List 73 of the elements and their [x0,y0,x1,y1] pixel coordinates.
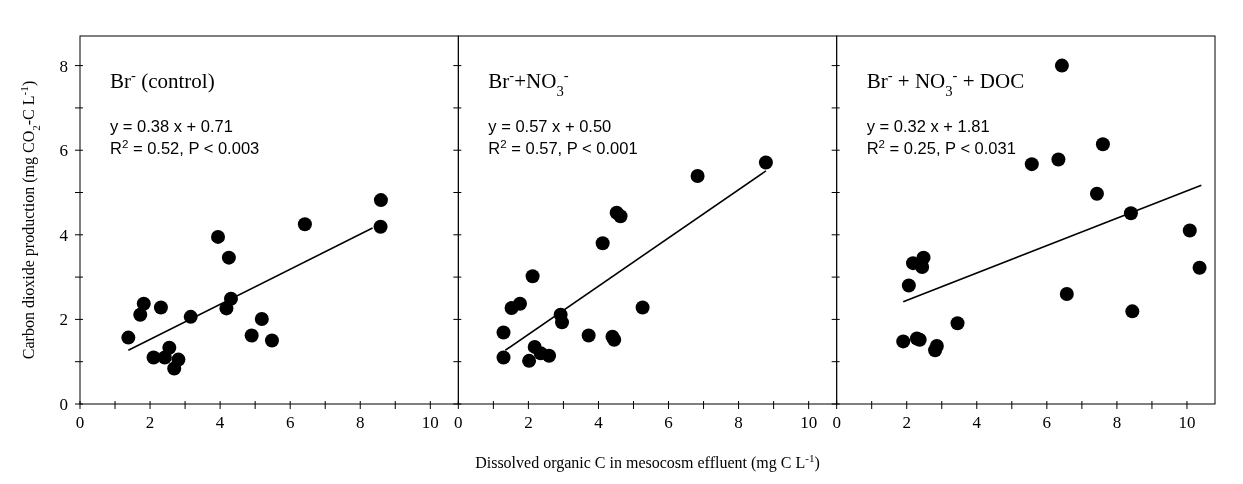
y-tick-label: 4 [59,225,69,245]
annotation: R$^{2}$ = 0.25, P < 0.031 [866,138,1016,157]
x-tick-label: 8 [1112,413,1122,432]
point [1125,304,1140,319]
annotation: y = 0.38 x + 0.71 [110,117,233,135]
point [373,193,388,208]
point [595,236,610,251]
point [211,229,226,244]
point [690,169,705,184]
point [133,307,148,322]
point [512,296,527,311]
x-tick-label: 4 [215,413,225,432]
annotation: y = 0.32 x + 1.81 [866,117,990,135]
x-tick-label: 8 [734,413,743,432]
point [264,333,279,348]
point [221,250,236,265]
y-tick-label: 6 [59,141,68,161]
x-tick-label: 10 [421,413,439,432]
point [1182,223,1197,238]
point [373,219,388,234]
point [1051,152,1066,167]
point [542,348,557,363]
point [136,296,151,311]
point [121,330,136,345]
point [254,311,269,326]
x-tick-label: 2 [902,413,911,432]
point [635,300,650,315]
point [901,278,916,293]
y-tick-label: 0 [59,395,68,414]
x-tick-label: 0 [454,413,463,432]
x-tick-label: 2 [524,413,533,432]
x-tick-label: 2 [145,413,155,432]
x-tick-label: 0 [75,413,85,432]
x-tick-label: 10 [800,413,818,432]
point [297,217,312,232]
point [1095,137,1110,152]
x-tick-label: 8 [356,413,365,432]
y-tick-label: 8 [59,56,68,76]
point [758,155,773,170]
point [219,301,234,316]
text: Br$^{-}$ + NO$_{3}$$^{-}$ + DOC [866,67,1025,99]
annotation: R$^{2}$ = 0.52, P < 0.003 [110,138,260,157]
point [525,269,540,284]
point [1024,157,1039,172]
point [167,361,182,376]
text: Br$^{-}$ (control) [110,67,215,93]
point [1192,260,1207,275]
annotation: R$^{2}$ = 0.57, P < 0.001 [488,138,638,157]
point [929,339,944,354]
point [581,328,596,343]
point [244,328,259,343]
point [1089,186,1104,201]
x-tick-label: 6 [664,413,673,432]
point [157,350,172,365]
x-tick-label: 4 [594,413,604,432]
x-tick-label: 6 [1042,413,1052,432]
point [950,316,965,331]
point [613,209,628,224]
y-tick-label: 2 [59,310,68,330]
x-tick-label: 10 [1178,413,1196,432]
x-tick-label: 6 [285,413,295,432]
annotation: y = 0.57 x + 0.50 [488,117,612,135]
x-tick-label: 4 [972,413,982,432]
point [522,353,537,368]
point [153,300,168,315]
x-axis-title: Dissolved organic C in mesocosm effluent (mg C L$^{-1}$) [475,452,820,472]
point [496,325,511,340]
point [555,315,570,330]
point [1059,287,1074,302]
point [896,334,911,349]
point [1054,58,1069,73]
point [496,350,511,365]
x-tick-label: 0 [832,413,841,432]
